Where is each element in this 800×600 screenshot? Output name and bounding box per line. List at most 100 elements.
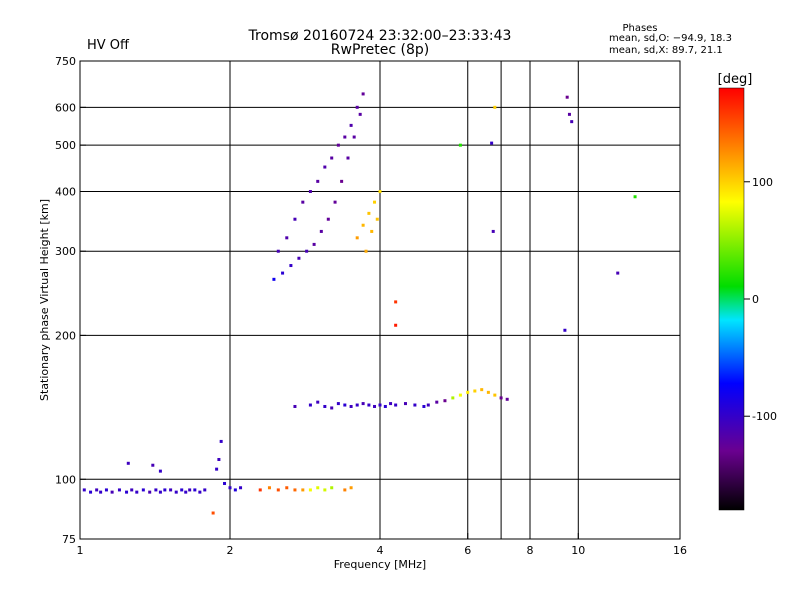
data-point <box>570 120 574 124</box>
data-point <box>219 439 223 443</box>
data-point <box>316 179 320 183</box>
y-tick-label: 750 <box>55 55 76 68</box>
data-point <box>151 463 155 467</box>
data-point <box>258 488 262 492</box>
data-point <box>308 403 312 407</box>
data-point <box>82 488 86 492</box>
data-point <box>330 486 334 490</box>
data-point <box>378 189 382 193</box>
data-point <box>289 264 293 268</box>
data-point <box>163 488 167 492</box>
data-point <box>443 399 447 403</box>
data-point <box>233 488 237 492</box>
data-point <box>217 457 221 461</box>
data-point <box>211 511 215 515</box>
phase-stats-x: mean, sd,X: 89.7, 21.1 <box>609 45 723 56</box>
colorbar-tick-label: 100 <box>752 176 773 189</box>
data-point <box>316 486 320 490</box>
y-tick-label: 300 <box>55 245 76 258</box>
data-point <box>276 249 280 253</box>
data-point <box>297 256 301 260</box>
data-point <box>336 143 340 147</box>
chart-subtitle: RwPretec (8p) <box>331 42 429 58</box>
data-point <box>355 403 359 407</box>
data-point <box>349 486 353 490</box>
data-point <box>117 488 121 492</box>
data-point <box>312 242 316 246</box>
data-point <box>389 402 393 406</box>
data-point <box>293 404 297 408</box>
data-point <box>361 92 365 96</box>
data-point <box>493 393 497 397</box>
data-point <box>505 397 509 401</box>
data-point <box>198 490 202 494</box>
data-point <box>422 404 426 408</box>
data-point <box>378 403 382 407</box>
data-point <box>174 490 178 494</box>
data-point <box>633 195 637 199</box>
data-point <box>493 105 497 109</box>
data-point <box>616 271 620 275</box>
colorbar <box>718 87 745 511</box>
data-point <box>104 488 108 492</box>
data-point <box>301 200 305 204</box>
data-point <box>567 112 571 116</box>
data-point <box>435 400 439 404</box>
data-point <box>364 249 368 253</box>
data-point <box>394 403 398 407</box>
data-point <box>355 236 359 240</box>
x-tick-label: 6 <box>464 544 471 557</box>
data-point <box>330 156 334 160</box>
data-point <box>285 236 289 240</box>
data-point <box>413 403 417 407</box>
data-point <box>276 488 280 492</box>
data-point <box>188 488 192 492</box>
data-point <box>480 388 484 392</box>
data-point <box>466 390 470 394</box>
data-point <box>154 488 158 492</box>
data-point <box>215 467 219 471</box>
data-point <box>95 488 99 492</box>
data-point <box>343 403 347 407</box>
data-point <box>301 488 305 492</box>
colorbar-tick-label: -100 <box>752 410 777 423</box>
data-point <box>141 488 145 492</box>
data-point <box>358 112 362 116</box>
data-point <box>267 486 271 490</box>
data-point <box>352 135 356 139</box>
data-point <box>319 229 323 233</box>
data-point <box>343 135 347 139</box>
data-point <box>367 403 371 407</box>
colorbar-ticks: 100 0 -100 <box>744 176 777 423</box>
data-point <box>228 486 232 490</box>
data-point <box>336 402 340 406</box>
grid-lines <box>80 61 680 539</box>
data-point <box>193 488 197 492</box>
data-point <box>180 488 184 492</box>
data-point <box>375 217 379 221</box>
data-point <box>308 488 312 492</box>
data-point <box>323 404 327 408</box>
data-point <box>110 490 114 494</box>
phase-stats-o: mean, sd,O: −94.9, 18.3 <box>609 33 732 44</box>
data-point <box>458 143 462 147</box>
data-point <box>293 488 297 492</box>
data-point <box>486 390 490 394</box>
x-tick-label: 4 <box>377 544 384 557</box>
data-point <box>394 300 398 304</box>
data-point <box>272 277 276 281</box>
data-point <box>89 490 93 494</box>
data-point <box>99 490 103 494</box>
data-point <box>346 156 350 160</box>
data-point <box>130 488 134 492</box>
data-point <box>293 217 297 221</box>
data-point <box>326 217 330 221</box>
data-point <box>158 469 162 473</box>
data-point <box>403 402 407 406</box>
data-point <box>426 403 430 407</box>
y-axis-ticks: 75 100 200 300 400 500 600 750 <box>55 55 86 546</box>
data-point <box>394 323 398 327</box>
data-point <box>490 141 494 145</box>
data-point <box>169 488 173 492</box>
colorbar-label: [deg] <box>718 72 753 87</box>
